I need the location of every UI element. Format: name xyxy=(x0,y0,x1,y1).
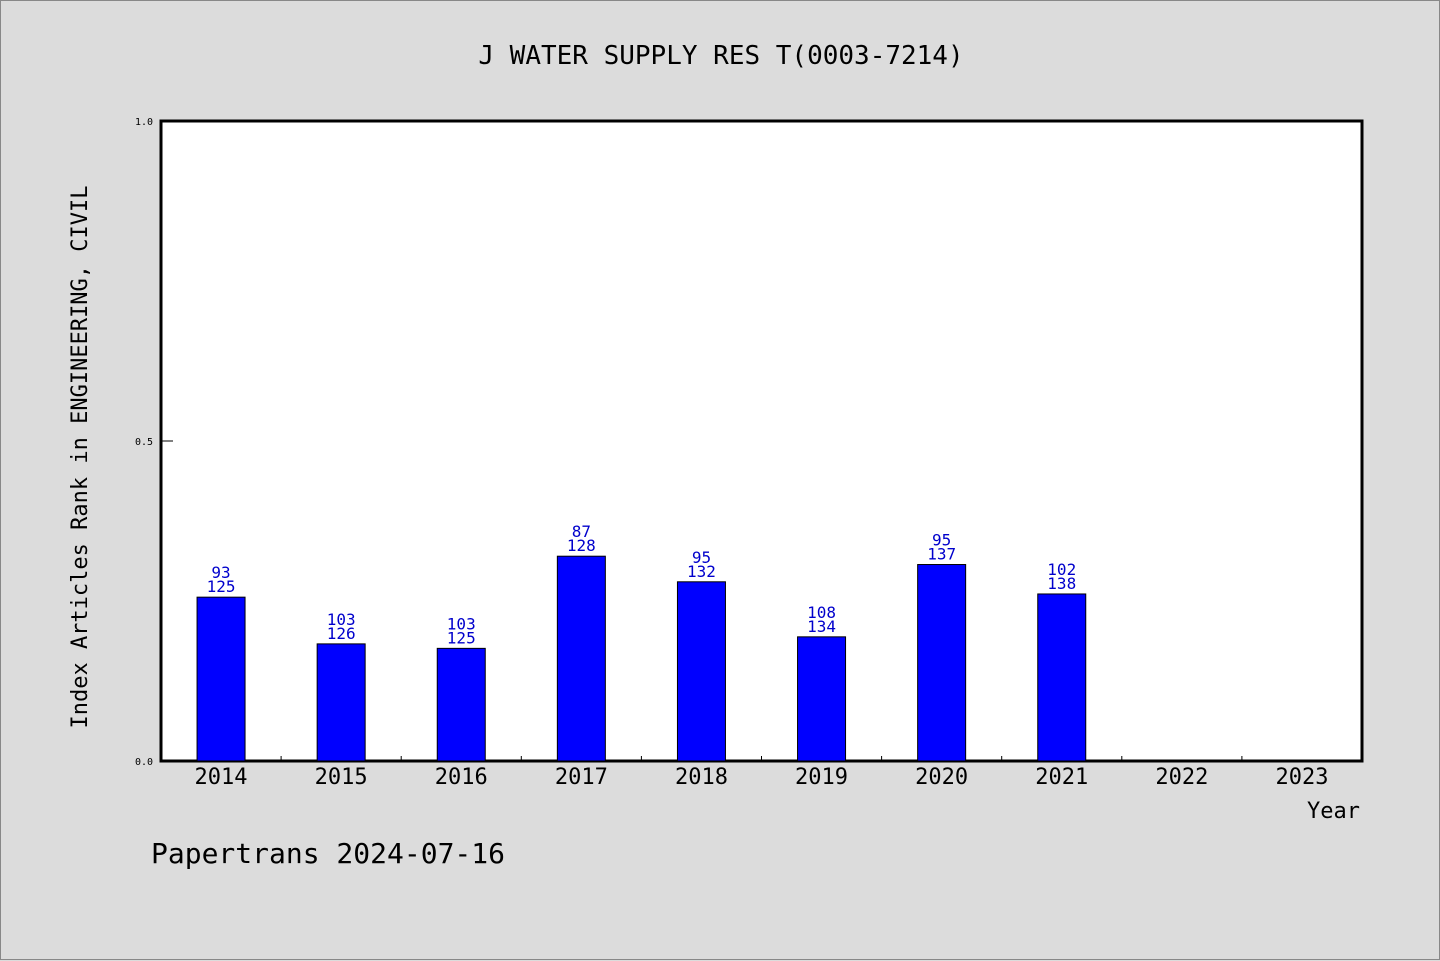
bar-2018 xyxy=(676,581,726,762)
bar-label-top: 95 xyxy=(932,531,951,550)
bar-label-bottom: 126 xyxy=(327,624,356,643)
bar-label-bottom: 132 xyxy=(687,562,716,581)
y-tick-label: 0.0 xyxy=(135,757,153,768)
bar-label-bottom: 125 xyxy=(207,577,236,596)
bar-label-bottom: 125 xyxy=(447,628,476,647)
x-tick-label: 2018 xyxy=(675,765,728,790)
bar-2020 xyxy=(917,564,967,762)
y-axis-ticks: 0.0 0.5 1.0 xyxy=(135,117,173,768)
chart-title: J WATER SUPPLY RES T(0003-7214) xyxy=(478,41,963,71)
y-tick-label: 1.0 xyxy=(135,117,153,128)
x-tick-label: 2023 xyxy=(1275,765,1328,790)
footer-credit: Papertrans 2024-07-16 xyxy=(151,837,505,870)
x-tick-label: 2021 xyxy=(1035,765,1088,790)
x-axis-label: Year xyxy=(1307,799,1360,824)
bar-label-bottom: 128 xyxy=(567,536,596,555)
bar-labels-group: 9312510312610312587128951321081349513710… xyxy=(207,522,1077,647)
bar-label-top: 103 xyxy=(447,614,476,633)
bar-2015 xyxy=(316,643,366,762)
bar-label-top: 95 xyxy=(692,548,711,567)
bar-label-bottom: 138 xyxy=(1047,574,1076,593)
x-tick-label: 2014 xyxy=(195,765,248,790)
bar-label-top: 93 xyxy=(211,563,230,582)
bar-label-bottom: 137 xyxy=(927,545,956,564)
x-tick-label: 2015 xyxy=(315,765,368,790)
x-axis-ticks: 2014 2015 2016 2017 2018 2019 2020 2021 2022 2023 xyxy=(195,756,1328,790)
x-tick-label: 2020 xyxy=(915,765,968,790)
bar-2017 xyxy=(556,555,606,762)
bar-label-top: 103 xyxy=(327,610,356,629)
bar-label-top: 102 xyxy=(1047,560,1076,579)
bar-2014 xyxy=(196,596,246,762)
y-axis-label: Index Articles Rank in ENGINEERING, CIVI… xyxy=(68,185,93,728)
x-tick-label: 2016 xyxy=(435,765,488,790)
bar-label-top: 108 xyxy=(807,603,836,622)
x-tick-label: 2022 xyxy=(1155,765,1208,790)
bars-group xyxy=(196,555,1087,762)
bar-label-top: 87 xyxy=(572,522,591,541)
x-tick-label: 2019 xyxy=(795,765,848,790)
bar-2021 xyxy=(1037,593,1087,762)
y-tick-label: 0.5 xyxy=(135,437,153,448)
x-tick-label: 2017 xyxy=(555,765,608,790)
bar-2019 xyxy=(797,636,847,762)
bar-label-bottom: 134 xyxy=(807,617,836,636)
bar-2016 xyxy=(436,647,486,762)
